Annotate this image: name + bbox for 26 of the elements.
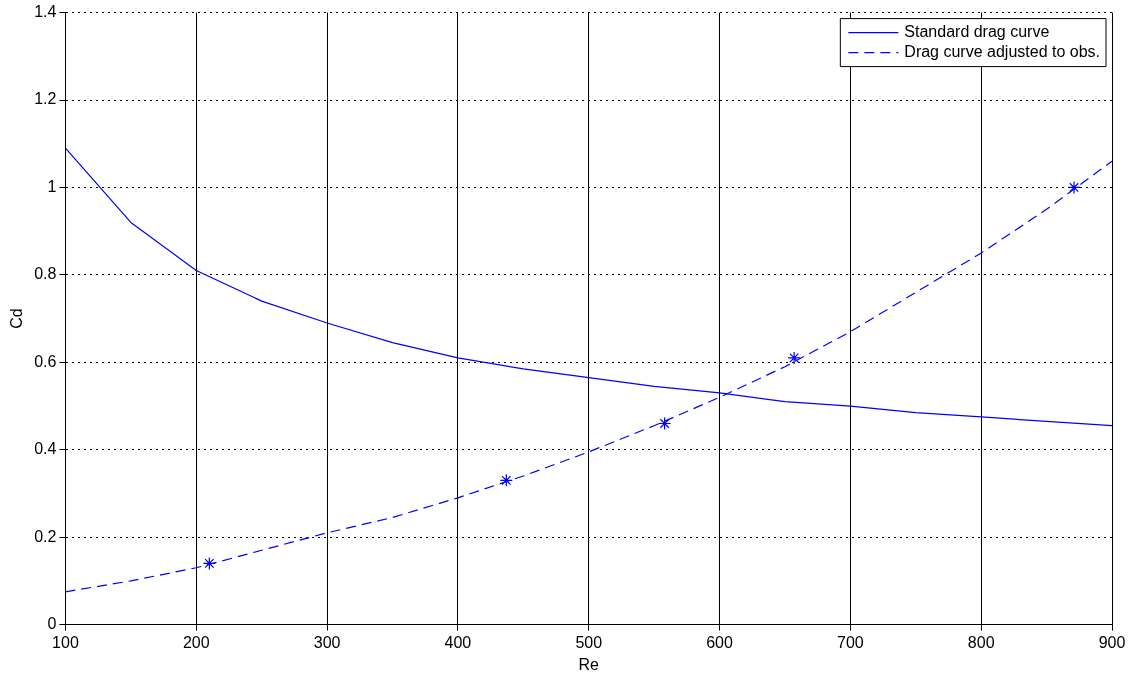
- point: [202, 556, 216, 570]
- y-tick-label: 0.4: [34, 440, 57, 458]
- y-tick-label: 1.4: [34, 3, 57, 21]
- x-tick-label: 400: [444, 633, 472, 651]
- x-tick-label: 300: [313, 633, 341, 651]
- x-axis-title: Re: [578, 655, 600, 673]
- y-tick-label: 0: [47, 615, 57, 633]
- x-tick-label: 700: [837, 633, 864, 651]
- y-tick-label: 0.6: [34, 352, 57, 370]
- y-axis-title: Cd: [8, 308, 26, 329]
- y-tick-label: 0.2: [34, 527, 57, 545]
- x-tick-label: 800: [967, 633, 995, 651]
- point: [499, 473, 513, 487]
- x-tick-label: 100: [52, 633, 79, 651]
- x-tick-label: 200: [182, 633, 210, 651]
- point: [658, 416, 672, 431]
- x-tick-label: 600: [706, 633, 733, 651]
- point: [787, 351, 801, 365]
- y-tick-label: 1.2: [34, 90, 57, 108]
- point: [1067, 180, 1081, 195]
- x-tick-label: 900: [1098, 633, 1126, 651]
- x-tick-label: 500: [575, 633, 603, 651]
- y-tick-label: 1: [47, 177, 57, 195]
- legend-label: Standard drag curve: [904, 23, 1050, 41]
- legend-label: Drag curve adjusted to obs.: [904, 43, 1101, 61]
- y-tick-label: 0.8: [34, 265, 57, 283]
